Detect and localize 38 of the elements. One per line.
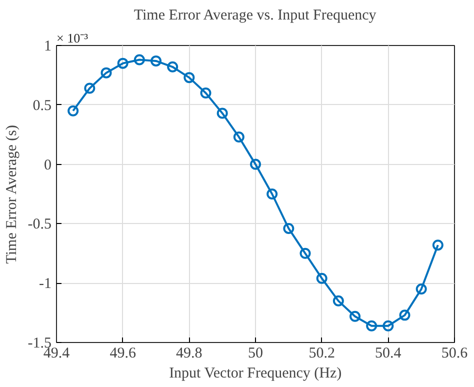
x-axis-title: Input Vector Frequency (Hz)	[169, 366, 342, 382]
y-tick-label: -1	[39, 276, 52, 292]
point	[266, 188, 278, 200]
point	[283, 222, 294, 234]
point	[300, 248, 311, 259]
point	[432, 240, 444, 251]
point	[316, 272, 328, 284]
point	[332, 295, 344, 306]
point	[216, 108, 228, 119]
x-tick-label: 50.2	[308, 346, 335, 362]
point	[350, 310, 360, 322]
x-tick-label: 50.6	[441, 346, 468, 362]
annotation: × 10⁻³	[56, 30, 88, 46]
point	[150, 55, 162, 66]
point	[366, 320, 378, 332]
point	[184, 72, 195, 84]
point	[200, 88, 212, 99]
point	[84, 82, 96, 94]
point	[117, 58, 128, 69]
point	[134, 54, 145, 66]
point	[250, 158, 261, 170]
chart-title: Time Error Average vs. Input Frequency	[134, 8, 377, 24]
point	[68, 105, 79, 116]
point	[399, 310, 410, 321]
point	[100, 67, 112, 78]
point	[167, 61, 178, 72]
point	[233, 131, 244, 142]
y-tick-label: 0	[44, 157, 52, 174]
y-tick-label: 1	[44, 38, 52, 54]
x-tick-label: 50.4	[375, 346, 402, 362]
point	[382, 320, 394, 332]
point	[416, 284, 427, 295]
x-tick-label: 50	[248, 346, 263, 362]
y-tick-label: -0.5	[28, 216, 52, 233]
x-tick-label: 49.6	[110, 346, 136, 362]
y-tick-label: 0.5	[32, 98, 52, 114]
x-tick-label: 49.8	[176, 346, 202, 362]
y-axis-title: Time Error Average (s)	[4, 125, 20, 264]
